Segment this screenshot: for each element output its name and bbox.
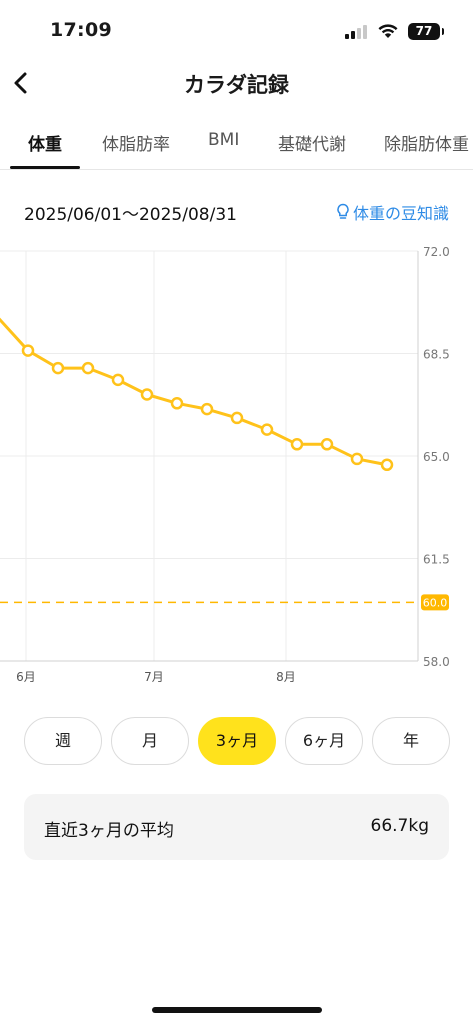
weight-data-point bbox=[111, 373, 125, 387]
period-selector: 週 月 3ヶ月 6ヶ月 年 bbox=[24, 717, 450, 765]
x-tick-label: 6月 bbox=[16, 670, 36, 684]
active-tab-indicator bbox=[10, 166, 80, 169]
tab-lean-mass[interactable]: 除脂肪体重 bbox=[384, 135, 469, 155]
status-bar: 17:09 77 bbox=[0, 0, 473, 60]
chevron-left-icon[interactable] bbox=[6, 66, 38, 100]
period-month-button[interactable]: 月 bbox=[111, 717, 189, 765]
average-card: 直近3ヶ月の平均 66.7kg bbox=[24, 794, 449, 860]
weight-data-point bbox=[380, 458, 394, 472]
period-3month-button[interactable]: 3ヶ月 bbox=[198, 717, 276, 765]
weight-data-point bbox=[21, 344, 35, 357]
weight-data-point bbox=[290, 438, 304, 451]
weight-data-point bbox=[170, 397, 184, 410]
page-title: カラダ記録 bbox=[184, 73, 289, 97]
target-label: 60.0 bbox=[423, 596, 448, 609]
tab-basal-metabolism[interactable]: 基礎代謝 bbox=[278, 135, 346, 155]
weight-data-point bbox=[350, 452, 364, 466]
weight-tips-label: 体重の豆知識 bbox=[352, 204, 449, 223]
nav-bar: カラダ記録 bbox=[0, 60, 473, 106]
tab-bmi[interactable]: BMI bbox=[208, 130, 240, 150]
average-value: 66.7kg bbox=[370, 816, 430, 836]
y-tick-label: 68.5 bbox=[423, 348, 450, 362]
average-label: 直近3ヶ月の平均 bbox=[44, 821, 174, 841]
x-tick-label: 8月 bbox=[276, 670, 296, 684]
weight-data-point bbox=[81, 361, 95, 375]
status-time: 17:09 bbox=[50, 19, 112, 41]
date-range: 2025/06/01〜2025/08/31 bbox=[24, 205, 237, 225]
weight-data-point bbox=[51, 361, 65, 375]
cellular-signal-icon bbox=[345, 25, 367, 39]
weight-line-chart: 72.0 68.5 65.0 61.5 58.0 6月 7月 8月 60.0 bbox=[0, 245, 450, 684]
y-tick-label: 58.0 bbox=[423, 655, 450, 669]
y-tick-label: 61.5 bbox=[423, 553, 450, 567]
x-tick-label: 7月 bbox=[144, 670, 164, 684]
tab-body-fat[interactable]: 体脂肪率 bbox=[102, 135, 170, 155]
weight-chart[interactable]: 72.0 68.5 65.0 61.5 58.0 6月 7月 8月 60.0 bbox=[0, 242, 473, 690]
date-range-row: 2025/06/01〜2025/08/31 体重の豆知識 bbox=[0, 196, 473, 226]
period-year-button[interactable]: 年 bbox=[372, 717, 450, 765]
weight-data-point bbox=[260, 423, 274, 436]
weight-tips-link[interactable]: 体重の豆知識 bbox=[336, 200, 449, 224]
weight-data-point bbox=[320, 438, 334, 451]
y-tick-label: 72.0 bbox=[423, 245, 450, 259]
lightbulb-icon bbox=[337, 203, 349, 219]
weight-data-point bbox=[140, 388, 154, 401]
home-indicator bbox=[152, 1007, 322, 1013]
period-6month-button[interactable]: 6ヶ月 bbox=[285, 717, 363, 765]
weight-data-point bbox=[200, 402, 214, 416]
period-week-button[interactable]: 週 bbox=[24, 717, 102, 765]
weight-data-point bbox=[230, 411, 244, 425]
battery-indicator: 77 bbox=[408, 23, 444, 40]
target-badge bbox=[421, 594, 449, 611]
wifi-icon bbox=[378, 24, 398, 38]
tab-weight[interactable]: 体重 bbox=[28, 135, 62, 155]
y-tick-label: 65.0 bbox=[423, 450, 450, 464]
metric-tabs: 体重 体脂肪率 BMI 基礎代謝 除脂肪体重 bbox=[0, 122, 473, 170]
